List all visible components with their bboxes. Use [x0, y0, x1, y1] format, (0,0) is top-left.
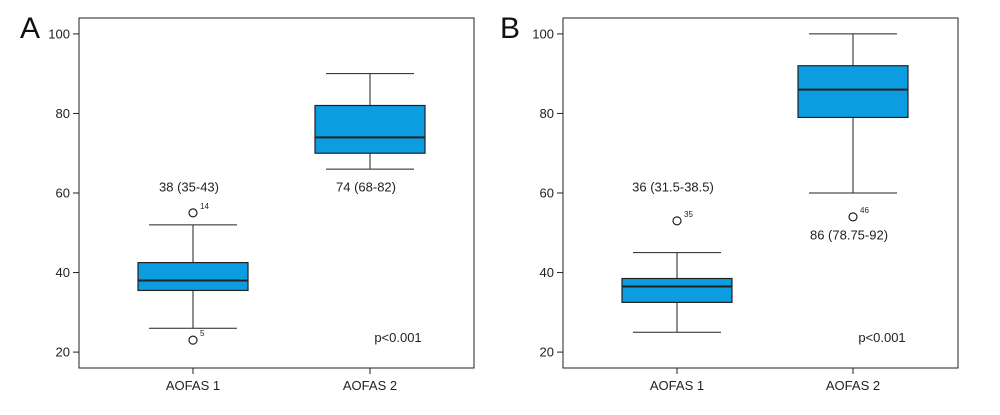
y-tick-label: 20	[56, 345, 70, 360]
y-tick-label: 80	[540, 106, 554, 121]
box-2: 46	[797, 33, 909, 222]
outlier-point	[188, 208, 198, 218]
outlier-point	[188, 335, 198, 345]
median-iqr-annotation: 38 (35-43)	[159, 180, 219, 195]
panel-a: A 20 40 60 80 100 AOFAS 1 AOFAS 2 14 5 38 (35-43) 7…	[20, 12, 475, 393]
panel-letter: A	[20, 12, 40, 45]
outlier-point	[848, 212, 858, 222]
y-tick-label: 60	[56, 186, 70, 201]
outlier-id-label: 35	[684, 210, 693, 219]
box-1: 35	[621, 210, 733, 333]
outlier-id-label: 46	[860, 206, 869, 215]
median-iqr-annotation: 36 (31.5-38.5)	[632, 180, 714, 195]
x-category-label: AOFAS 1	[650, 378, 704, 393]
iqr-box	[621, 277, 733, 303]
y-tick-label: 80	[56, 106, 70, 121]
y-tick-label: 60	[540, 186, 554, 201]
box-1: 14 5	[137, 202, 249, 345]
y-tick-label: 20	[540, 345, 554, 360]
median-iqr-annotation: 74 (68-82)	[336, 180, 396, 195]
p-value-label: p<0.001	[374, 330, 421, 345]
iqr-box	[797, 65, 909, 119]
median-iqr-annotation: 86 (78.75-92)	[810, 227, 888, 242]
x-category-label: AOFAS 2	[343, 378, 397, 393]
iqr-box	[314, 104, 426, 154]
panel-letter: B	[500, 12, 520, 45]
y-tick-label: 100	[48, 26, 70, 41]
outlier-point	[672, 216, 682, 226]
y-tick-label: 100	[532, 26, 554, 41]
y-tick-label: 40	[540, 265, 554, 280]
x-category-label: AOFAS 1	[166, 378, 220, 393]
outlier-id-label: 14	[200, 202, 209, 211]
y-tick-label: 40	[56, 265, 70, 280]
p-value-label: p<0.001	[858, 330, 905, 345]
plot-frame	[78, 17, 475, 369]
x-category-label: AOFAS 2	[826, 378, 880, 393]
panel-b: B 20 40 60 80 100 AOFAS 1 AOFAS 2 35 46 36 (31.5-3…	[500, 12, 959, 393]
box-2	[314, 73, 426, 170]
iqr-box	[137, 262, 249, 292]
outlier-id-label: 5	[200, 329, 205, 338]
